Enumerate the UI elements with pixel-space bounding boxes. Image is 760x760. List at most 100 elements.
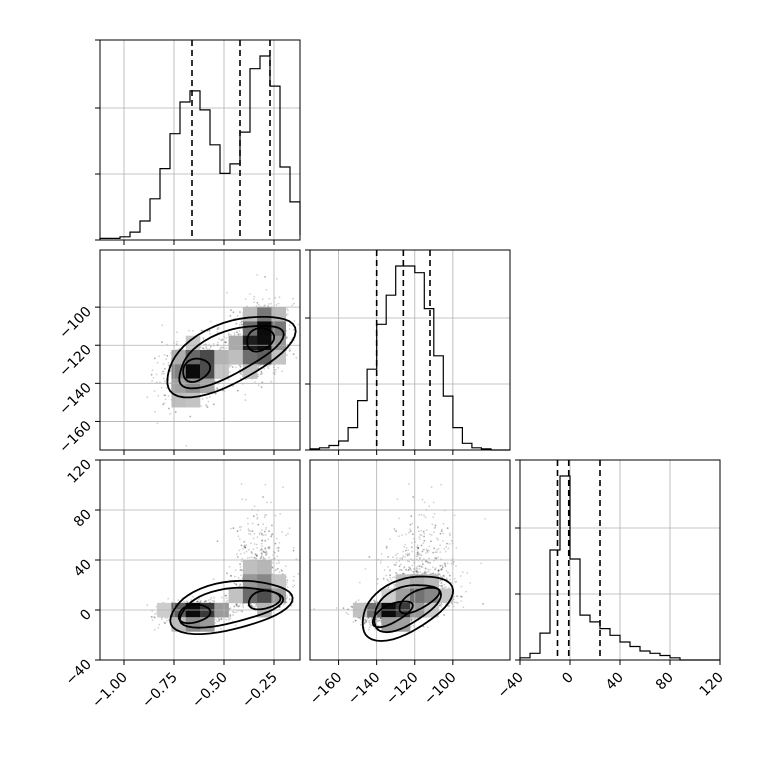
scatter-point [368,621,370,624]
scatter-point [202,338,205,340]
scatter-point [439,551,442,553]
scatter-point [240,320,243,323]
scatter-point [441,566,444,568]
scatter-point [162,370,165,373]
scatter-point [293,575,295,578]
scatter-point [164,380,166,383]
scatter-point [263,530,266,533]
scatter-point [380,617,382,620]
scatter-point [444,565,447,568]
scatter-point [282,603,285,606]
scatter-point [438,604,441,607]
scatter-point [235,366,237,369]
scatter-point [220,617,223,620]
scatter-point [264,483,267,486]
scatter-point [243,541,246,543]
scatter-point [277,546,280,549]
scatter-point [212,343,215,345]
scatter-point [406,554,409,557]
scatter-point [260,554,263,556]
scatter-point [254,605,257,608]
scatter-point [164,617,167,619]
scatter-point [392,576,394,579]
scatter-point [229,315,232,317]
scatter-point [254,557,257,560]
scatter-point [197,598,200,601]
scatter-point [285,594,288,597]
scatter-point [163,394,166,396]
scatter-point [439,565,442,567]
scatter-point [225,594,228,597]
scatter-point [288,324,291,327]
scatter-point [410,515,413,518]
scatter-point [213,596,215,599]
scatter-point [221,596,223,599]
scatter-point [417,530,420,533]
scatter-point [413,537,415,540]
scatter-point [462,606,465,609]
scatter-point [238,605,241,608]
scatter-point [293,302,295,305]
scatter-point [433,547,436,550]
scatter-point [278,541,281,544]
scatter-point [392,556,394,559]
scatter-point [234,575,236,578]
scatter-point [241,373,244,376]
scatter-point [232,614,234,617]
scatter-point [218,618,221,621]
scatter-point [248,532,250,535]
scatter-point [207,599,210,602]
scatter-point [274,569,277,572]
scatter-point [229,315,232,317]
scatter-point [276,562,278,565]
scatter-point [255,555,258,558]
scatter-point [271,566,274,568]
scatter-point [260,370,263,373]
scatter-point [291,304,294,307]
scatter-point [253,301,256,303]
scatter-point [205,348,208,351]
scatter-point [206,397,208,399]
scatter-point [265,288,268,291]
scatter-point [244,546,247,548]
scatter-point [432,501,435,504]
scatter-point [433,512,436,515]
scatter-point [442,574,445,577]
scatter-point [160,373,163,375]
scatter-point [265,533,267,536]
scatter-point [437,556,439,559]
scatter-point [416,572,419,575]
scatter-point [211,599,214,602]
scatter-point [224,341,227,344]
scatter-point [234,624,237,627]
scatter-point [167,362,170,364]
scatter-point [380,617,382,620]
scatter-point [421,566,424,568]
scatter-point [209,332,211,335]
scatter-point [240,569,243,572]
scatter-point [255,543,258,546]
scatter-point [249,530,252,533]
scatter-point [249,533,252,536]
scatter-point [239,529,242,531]
scatter-point [404,556,406,558]
scatter-point [278,562,280,564]
scatter-point [262,534,265,537]
scatter-point [265,551,268,553]
scatter-point [240,569,243,572]
scatter-point [234,569,237,571]
scatter-point [189,415,192,418]
scatter-point [368,619,371,622]
scatter-point [358,581,361,584]
scatter-point [434,557,436,559]
scatter-point [388,569,391,572]
scatter-point [249,293,251,295]
scatter-point [382,577,385,579]
scatter-point [267,547,269,549]
scatter-point [424,567,427,570]
scatter-point [394,564,396,567]
scatter-point [216,328,219,330]
scatter-point [164,394,167,397]
scatter-point [164,622,167,624]
